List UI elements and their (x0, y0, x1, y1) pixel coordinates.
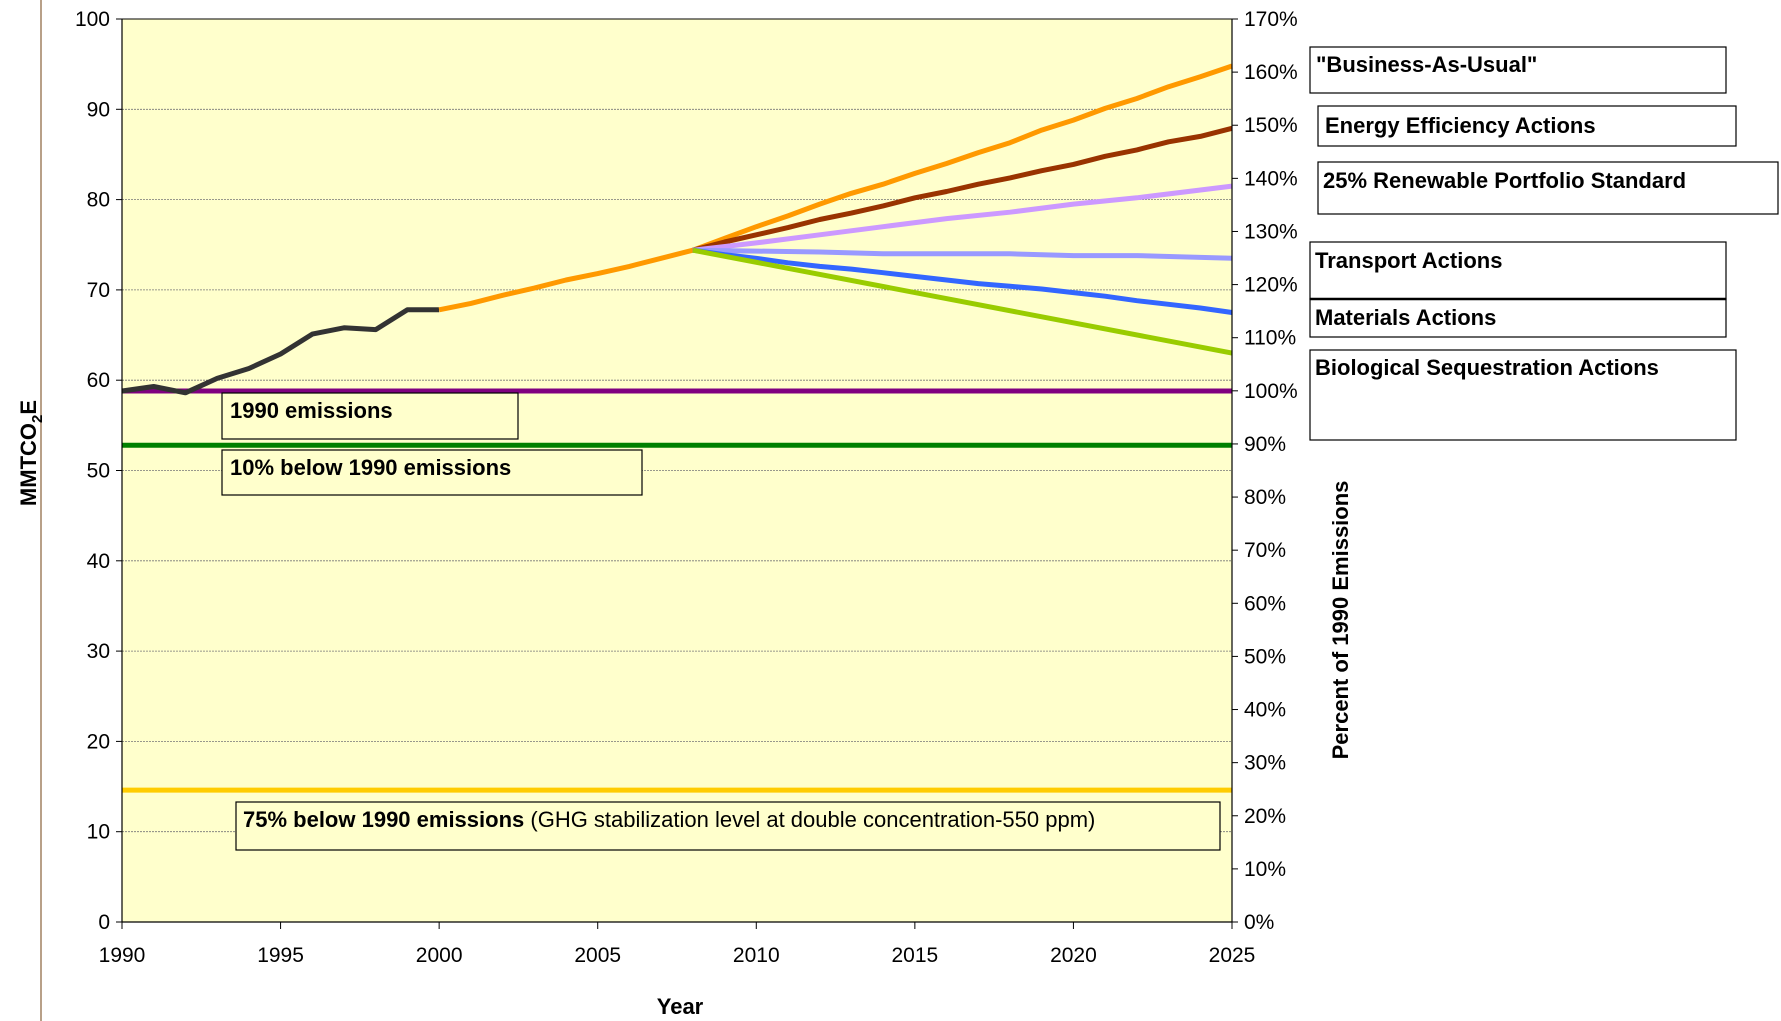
y2-tick-label: 150% (1244, 114, 1298, 137)
label-box-10-below: 10% below 1990 emissions (221, 449, 643, 496)
svg-text:25% Renewable Portfolio Standa: 25% Renewable Portfolio Standard (1323, 168, 1686, 193)
legend-biological-sequestration: Biological Sequestration Actions (1309, 349, 1737, 441)
y-axis-title: MMTCO2E (16, 400, 46, 506)
y2-tick-label: 170% (1244, 8, 1298, 31)
label-box-1990-emissions: 1990 emissions (221, 392, 519, 440)
x-tick-label: 2000 (416, 944, 463, 967)
svg-text:Biological Sequestration Actio: Biological Sequestration Actions (1315, 355, 1659, 380)
series-lines (121, 63, 1233, 396)
y2-tick-label: 40% (1244, 699, 1286, 722)
svg-text:1990 emissions: 1990 emissions (230, 398, 393, 423)
y2-tick-label: 30% (1244, 752, 1286, 775)
y2-tick-label: 110% (1244, 327, 1296, 350)
y2-tick-label: 0% (1244, 911, 1274, 934)
y-tick-label: 0 (98, 911, 110, 934)
x-axis-title: Year (657, 994, 704, 1019)
series-line-historical (121, 307, 440, 396)
y2-tick-label: 70% (1244, 539, 1286, 562)
legend-energy-efficiency: Energy Efficiency Actions (1317, 105, 1737, 147)
x-tick-label: 1990 (99, 944, 146, 967)
label-75-bold: 75% below 1990 emissions (243, 807, 524, 832)
y-tick-label: 90 (87, 98, 110, 121)
y2-tick-label: 50% (1244, 645, 1286, 668)
y2-tick-label: 20% (1244, 805, 1286, 828)
svg-text:Energy Efficiency Actions: Energy Efficiency Actions (1325, 113, 1596, 138)
x-tick-label: 2020 (1050, 944, 1097, 967)
y2-tick-label: 140% (1244, 167, 1298, 190)
legend-materials: Materials Actions (1309, 297, 1727, 338)
svg-text:Materials Actions: Materials Actions (1315, 305, 1496, 330)
y-tick-label: 40 (87, 550, 110, 573)
y-tick-label: 70 (87, 279, 110, 302)
label-box-75-below: 75% below 1990 emissions (GHG stabilizat… (235, 801, 1221, 851)
y-tick-label: 80 (87, 189, 110, 212)
x-tick-label: 2015 (891, 944, 938, 967)
y2-tick-label: 130% (1244, 220, 1298, 243)
y2-axis-title: Percent of 1990 Emissions (1328, 481, 1353, 760)
y2-tick-label: 60% (1244, 592, 1286, 615)
x-tick-label: 1995 (257, 944, 304, 967)
series-line-renewable_portfolio (692, 183, 1233, 253)
series-line-energy_efficiency (692, 125, 1233, 253)
y-tick-label: 50 (87, 460, 110, 483)
y-tick-label: 20 (87, 730, 110, 753)
y2-tick-label: 160% (1244, 61, 1298, 84)
x-tick-label: 2005 (574, 944, 621, 967)
x-tick-label: 2010 (733, 944, 780, 967)
y2-tick-label: 10% (1244, 858, 1286, 881)
y-tick-label: 30 (87, 640, 110, 663)
svg-text:75% below 1990 emissions (GHG: 75% below 1990 emissions (GHG stabilizat… (243, 807, 1095, 832)
svg-text:"Business-As-Usual": "Business-As-Usual" (1316, 52, 1537, 77)
legend-transport: Transport Actions (1309, 241, 1727, 300)
legend-business-as-usual: "Business-As-Usual" (1309, 46, 1727, 94)
legend-renewable-portfolio: 25% Renewable Portfolio Standard (1317, 161, 1779, 215)
y2-tick-label: 100% (1244, 380, 1298, 403)
y-tick-label: 10 (87, 821, 110, 844)
y2-tick-label: 80% (1244, 486, 1286, 509)
series-line-materials (692, 247, 1233, 315)
svg-text:Transport Actions: Transport Actions (1315, 248, 1502, 273)
y-tick-label: 100 (75, 8, 110, 31)
svg-text:10% below 1990 emissions: 10% below 1990 emissions (230, 455, 511, 480)
y-tick-label: 60 (87, 369, 110, 392)
label-75-normal: (GHG stabilization level at double conce… (524, 807, 1095, 832)
series-line-business_as_usual (438, 63, 1233, 313)
y2-tick-label: 120% (1244, 274, 1298, 297)
axes: 0 10 20 30 40 50 60 70 80 90 100 0% 10% 20% 30% 40% 50% 6… (75, 8, 1298, 967)
y2-tick-label: 90% (1244, 433, 1286, 456)
series-line-transport (692, 247, 1233, 261)
series-line-biological_sequestration (692, 247, 1233, 356)
x-tick-label: 2025 (1209, 944, 1256, 967)
reference-lines (122, 388, 1232, 793)
